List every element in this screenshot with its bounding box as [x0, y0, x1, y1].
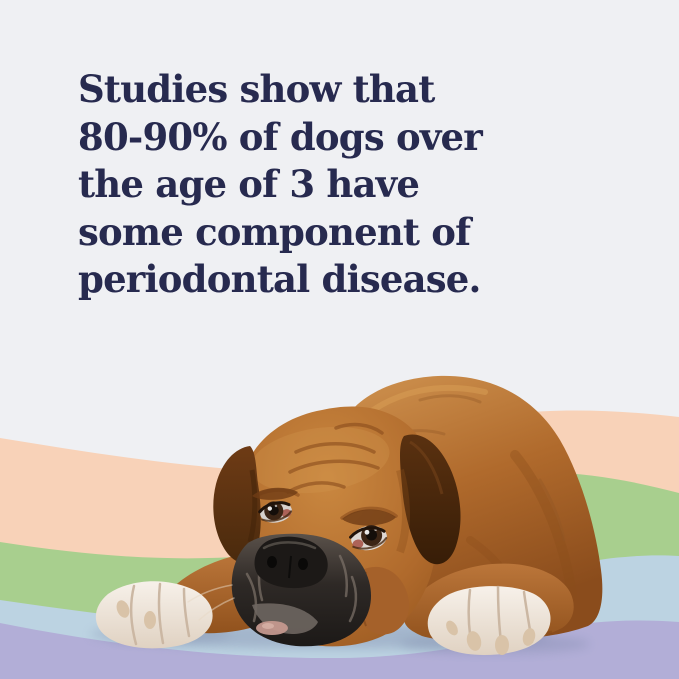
dog-nose: [254, 536, 328, 589]
dog-skull-highlight: [250, 426, 390, 494]
dog-left-ear: [213, 446, 261, 563]
boxer-dog-image: [95, 375, 603, 655]
dog-left-ear-shade: [247, 469, 258, 543]
headline-line-5: periodontal disease.: [78, 257, 481, 301]
headline-line-4: some component of: [78, 209, 471, 254]
dog-right-paw: [427, 585, 551, 655]
headline-line-2: 80-90% of dogs over: [78, 114, 483, 159]
dog-whiskers: [187, 584, 235, 621]
dog-left-paw-nails: [116, 600, 156, 629]
wave-lavender: [0, 620, 679, 679]
dog-left-brow: [252, 487, 298, 500]
dog-right-ear-highlight: [409, 440, 444, 495]
dog-left-eye: [258, 501, 293, 523]
dog-left-paw: [95, 581, 213, 649]
headline: Studies show that 80-90% of dogs over th…: [78, 66, 598, 304]
dog-right-ear: [400, 434, 461, 565]
dog-right-jowl: [357, 566, 410, 635]
dog-right-paw-nails: [446, 620, 536, 655]
headline-line-3: the age of 3 have: [78, 162, 420, 206]
headline-line-1: Studies show that: [78, 67, 435, 111]
dog-right-brow: [342, 509, 396, 526]
dog-lip-highlight: [262, 623, 274, 629]
dog-right-eye: [349, 525, 388, 551]
dog-cheek-shade: [396, 468, 410, 554]
